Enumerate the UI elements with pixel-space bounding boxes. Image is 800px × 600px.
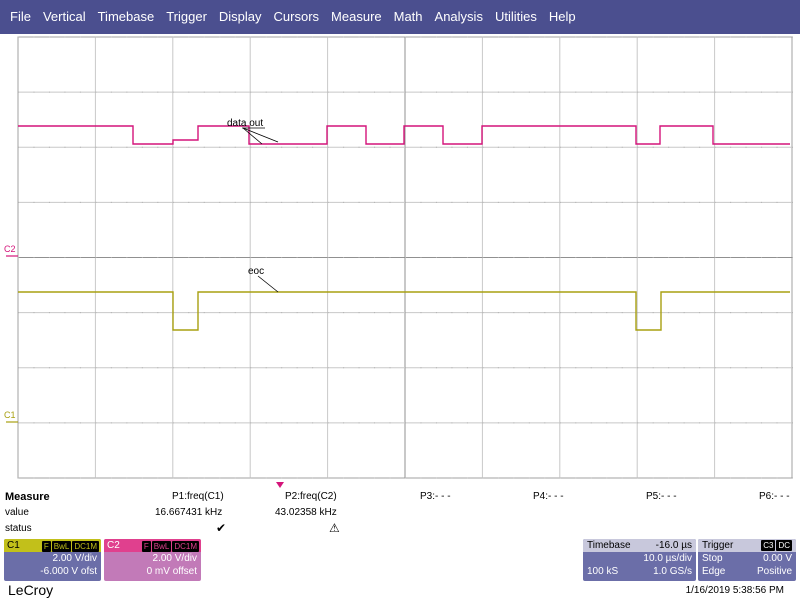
- measure-status-label: status: [5, 523, 32, 534]
- label-pointer-data-out-2: [242, 127, 279, 143]
- c1-descriptor-header: C1 F BwL DC1M: [4, 539, 101, 552]
- graticule: [17, 36, 793, 479]
- trigger-position-marker[interactable]: [276, 482, 284, 488]
- measure-p5-name[interactable]: P5:- - -: [646, 491, 677, 502]
- trigger-descriptor[interactable]: Trigger C3 DC Stop 0.00 V Edge Positive: [698, 539, 796, 581]
- c1-offset-row: -6.000 V ofst: [4, 565, 101, 578]
- trace-label-eoc: eoc: [248, 266, 264, 277]
- warning-icon: ⚠: [329, 521, 340, 535]
- measure-p3-name[interactable]: P3:- - -: [420, 491, 451, 502]
- menu-trigger[interactable]: Trigger: [166, 9, 207, 24]
- c2-tag-dc1m: DC1M: [172, 541, 199, 552]
- trigger-mode-row: Stop 0.00 V: [698, 552, 796, 565]
- menu-utilities[interactable]: Utilities: [494, 9, 537, 24]
- menu-bar: File Vertical Timebase Trigger Display C…: [0, 0, 800, 34]
- c2-tag-f: F: [141, 541, 151, 552]
- c1-ground-marker[interactable]: C1: [4, 410, 16, 420]
- c1-offset: -6.000 V ofst: [40, 566, 97, 577]
- c1-vdiv-row: 2.00 V/div: [4, 552, 101, 565]
- timebase-tdiv: 10.0 µs/div: [643, 553, 692, 564]
- trigger-header: Trigger C3 DC: [698, 539, 796, 552]
- measure-p6-name[interactable]: P6:- - -: [759, 491, 790, 502]
- c1-descriptor[interactable]: C1 F BwL DC1M 2.00 V/div -6.000 V ofst: [4, 539, 101, 581]
- measure-p2-name[interactable]: P2:freq(C2): [285, 491, 337, 502]
- c1-vdiv: 2.00 V/div: [52, 553, 97, 564]
- c2-descriptor-id: C2: [107, 540, 120, 551]
- trigger-slope: Positive: [756, 566, 792, 577]
- menu-math[interactable]: Math: [393, 9, 423, 24]
- measure-p1-name[interactable]: P1:freq(C1): [172, 491, 224, 502]
- c1-tag-dc1m: DC1M: [72, 541, 99, 552]
- c2-tag-bwl: BwL: [151, 541, 172, 552]
- menu-timebase[interactable]: Timebase: [97, 9, 155, 24]
- c1-tag-bwl: BwL: [51, 541, 72, 552]
- trace-eoc: [18, 291, 790, 331]
- lecroy-logo: LeCroy: [8, 582, 54, 598]
- timebase-tdiv-row: 10.0 µs/div: [583, 552, 696, 565]
- trigger-level: 0.00 V: [763, 553, 792, 564]
- label-pointer-eoc: [257, 275, 279, 293]
- timebase-rate: 1.0 GS/s: [653, 566, 692, 577]
- c2-offset: 0 mV offset: [146, 566, 197, 577]
- menu-measure[interactable]: Measure: [331, 9, 382, 24]
- c2-vdiv: 2.00 V/div: [152, 553, 197, 564]
- measure-p1-value: 16.667431 kHz: [155, 507, 223, 518]
- menu-help[interactable]: Help: [548, 9, 576, 24]
- trace-data-out: [18, 125, 790, 145]
- timestamp: 1/16/2019 5:38:56 PM: [685, 585, 784, 596]
- measure-value-label: value: [5, 507, 29, 518]
- trigger-type-row: Edge Positive: [698, 565, 796, 578]
- menu-vertical[interactable]: Vertical: [42, 9, 86, 24]
- timebase-descriptor[interactable]: Timebase -16.0 µs 10.0 µs/div 100 kS 1.0…: [583, 539, 696, 581]
- timebase-header: Timebase -16.0 µs: [583, 539, 696, 552]
- waveform-grid: data out eoc C2 C1: [4, 36, 793, 488]
- menu-cursors[interactable]: Cursors: [273, 9, 320, 24]
- c2-offset-row: 0 mV offset: [104, 565, 201, 578]
- timebase-title: Timebase: [587, 540, 631, 551]
- timebase-samples: 100 kS: [587, 566, 619, 577]
- menu-file[interactable]: File: [10, 9, 31, 24]
- footer-bar: LeCroy 1/16/2019 5:38:56 PM: [0, 582, 800, 600]
- trigger-type: Edge: [702, 566, 726, 577]
- trigger-mode: Stop: [702, 553, 723, 564]
- measure-p2-value: 43.02358 kHz: [275, 507, 337, 518]
- timebase-delay: -16.0 µs: [655, 540, 692, 551]
- menu-analysis[interactable]: Analysis: [434, 9, 483, 24]
- trace-label-data-out: data out: [227, 118, 263, 129]
- waveform-display[interactable]: data out eoc C2 C1: [0, 34, 800, 490]
- c2-vdiv-row: 2.00 V/div: [104, 552, 201, 565]
- trigger-tag-coupling: DC: [776, 540, 792, 551]
- trigger-tag-source: C3: [761, 540, 776, 551]
- measure-title: Measure: [5, 491, 50, 503]
- c2-descriptor-header: C2 F BwL DC1M: [104, 539, 201, 552]
- measure-p4-name[interactable]: P4:- - -: [533, 491, 564, 502]
- trigger-title: Trigger: [702, 540, 734, 551]
- c1-tag-f: F: [41, 541, 51, 552]
- check-icon: ✔: [216, 521, 227, 535]
- timebase-rate-row: 100 kS 1.0 GS/s: [583, 565, 696, 578]
- label-pointer-data-out: [242, 127, 263, 145]
- c2-ground-marker[interactable]: C2: [4, 244, 16, 254]
- measure-table: Measure value status P1:freq(C1) 16.6674…: [0, 490, 800, 538]
- menu-display[interactable]: Display: [218, 9, 262, 24]
- c1-descriptor-id: C1: [7, 540, 20, 551]
- c2-descriptor[interactable]: C2 F BwL DC1M 2.00 V/div 0 mV offset: [104, 539, 201, 581]
